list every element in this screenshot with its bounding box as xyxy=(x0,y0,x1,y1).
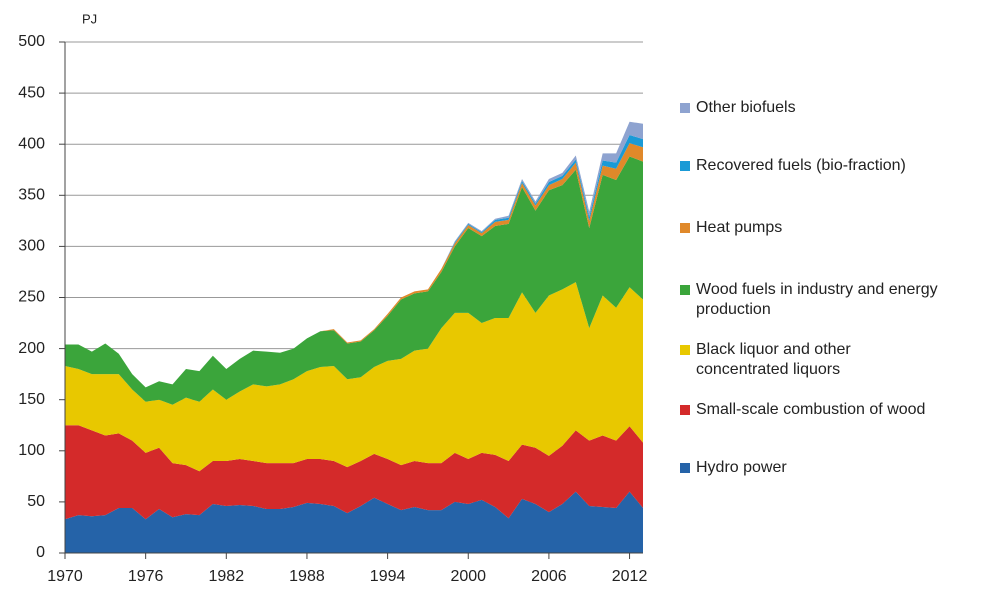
legend-item: Black liquor and other concentrated liqu… xyxy=(680,340,1000,380)
legend-item: Other biofuels xyxy=(680,98,1000,118)
legend-label: Wood fuels in industry and energy produc… xyxy=(696,281,938,318)
area xyxy=(65,156,643,405)
y-axis-label: PJ xyxy=(82,11,97,26)
legend-item: Heat pumps xyxy=(680,218,1000,238)
y-tick-label: 50 xyxy=(27,493,45,510)
area xyxy=(65,425,643,520)
legend-swatch xyxy=(680,103,690,113)
legend-item: Hydro power xyxy=(680,458,1000,478)
area xyxy=(65,282,643,472)
legend-swatch xyxy=(680,285,690,295)
x-tick-label: 1970 xyxy=(47,568,83,585)
y-tick-label: 150 xyxy=(18,391,45,408)
y-tick-label: 500 xyxy=(18,33,45,50)
legend-label: Small-scale combustion of wood xyxy=(696,401,926,418)
y-tick-label: 200 xyxy=(18,340,45,357)
legend-swatch xyxy=(680,161,690,171)
legend-label: Hydro power xyxy=(696,459,787,476)
legend-swatch xyxy=(680,345,690,355)
x-tick-label: 2000 xyxy=(450,568,486,585)
legend-swatch xyxy=(680,463,690,473)
legend-item: Small-scale combustion of wood xyxy=(680,400,1000,420)
legend-swatch xyxy=(680,223,690,233)
x-tick-label: 1988 xyxy=(289,568,325,585)
x-tick-label: 2006 xyxy=(531,568,567,585)
x-tick-label: 1994 xyxy=(370,568,406,585)
legend-label: Recovered fuels (bio-fraction) xyxy=(696,157,906,174)
legend-label: Heat pumps xyxy=(696,219,783,236)
legend-label: Other biofuels xyxy=(696,99,796,116)
y-tick-label: 400 xyxy=(18,135,45,152)
x-tick-label: 1982 xyxy=(209,568,245,585)
y-tick-label: 100 xyxy=(18,442,45,459)
chart: PJ 0 50 100 150 200 250 300 350 400 450 500 1970 197… xyxy=(18,11,648,585)
x-tick-label: 2012 xyxy=(612,568,648,585)
y-tick-label: 350 xyxy=(18,187,45,204)
legend-swatch xyxy=(680,405,690,415)
y-tick-label: 250 xyxy=(18,289,45,306)
x-tick-label: 1976 xyxy=(128,568,164,585)
y-tick-label: 300 xyxy=(18,238,45,255)
area xyxy=(65,491,643,553)
legend-label: Black liquor and other concentrated liqu… xyxy=(696,341,851,378)
legend-item: Wood fuels in industry and energy produc… xyxy=(680,280,1000,320)
y-tick-label: 450 xyxy=(18,84,45,101)
legend-item: Recovered fuels (bio-fraction) xyxy=(680,156,1000,176)
y-tick-label: 0 xyxy=(36,544,45,561)
